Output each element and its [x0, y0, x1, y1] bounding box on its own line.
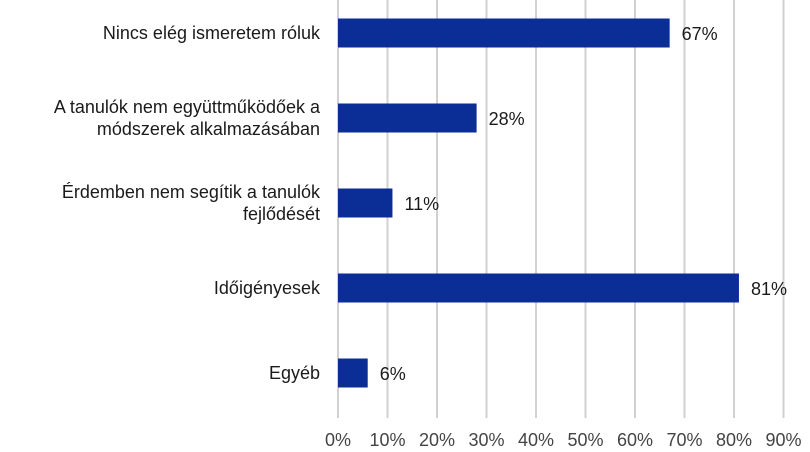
x-tick-label: 80%: [716, 430, 752, 450]
data-labels: 67% 28% 11% 81% 6%: [380, 24, 787, 384]
bar: [338, 18, 670, 48]
x-tick-label: 90%: [765, 430, 801, 450]
x-tick-label: 40%: [518, 430, 554, 450]
bar: [338, 188, 393, 218]
data-label: 67%: [682, 24, 718, 44]
x-tick-label: 60%: [617, 430, 653, 450]
category-label: A tanulók nem együttműködőek a módszerek …: [54, 97, 321, 139]
category-label: Nincs elég ismeretem róluk: [103, 23, 321, 43]
data-label: 28%: [489, 109, 525, 129]
x-tick-label: 10%: [369, 430, 405, 450]
bar: [338, 358, 368, 388]
x-tick-label: 70%: [666, 430, 702, 450]
data-label: 6%: [380, 364, 406, 384]
x-tick-label: 30%: [468, 430, 504, 450]
bar: [338, 273, 739, 303]
gridlines: [337, 0, 785, 418]
data-label: 11%: [404, 194, 439, 214]
category-label: Időigényesek: [214, 278, 321, 298]
category-label: Egyéb: [269, 363, 320, 383]
bars: [338, 18, 739, 388]
category-labels: Nincs elég ismeretem róluk A tanulók nem …: [54, 23, 321, 383]
x-tick-label: 20%: [419, 430, 455, 450]
data-label: 81%: [751, 279, 787, 299]
x-tick-label: 0%: [325, 430, 351, 450]
x-tick-label: 50%: [567, 430, 603, 450]
category-label: Érdemben nem segítik a tanulók fejlődését: [62, 182, 321, 224]
bar: [338, 103, 477, 133]
x-axis-tick-labels: 0% 10% 20% 30% 40% 50% 60% 70% 80% 90%: [325, 430, 802, 450]
